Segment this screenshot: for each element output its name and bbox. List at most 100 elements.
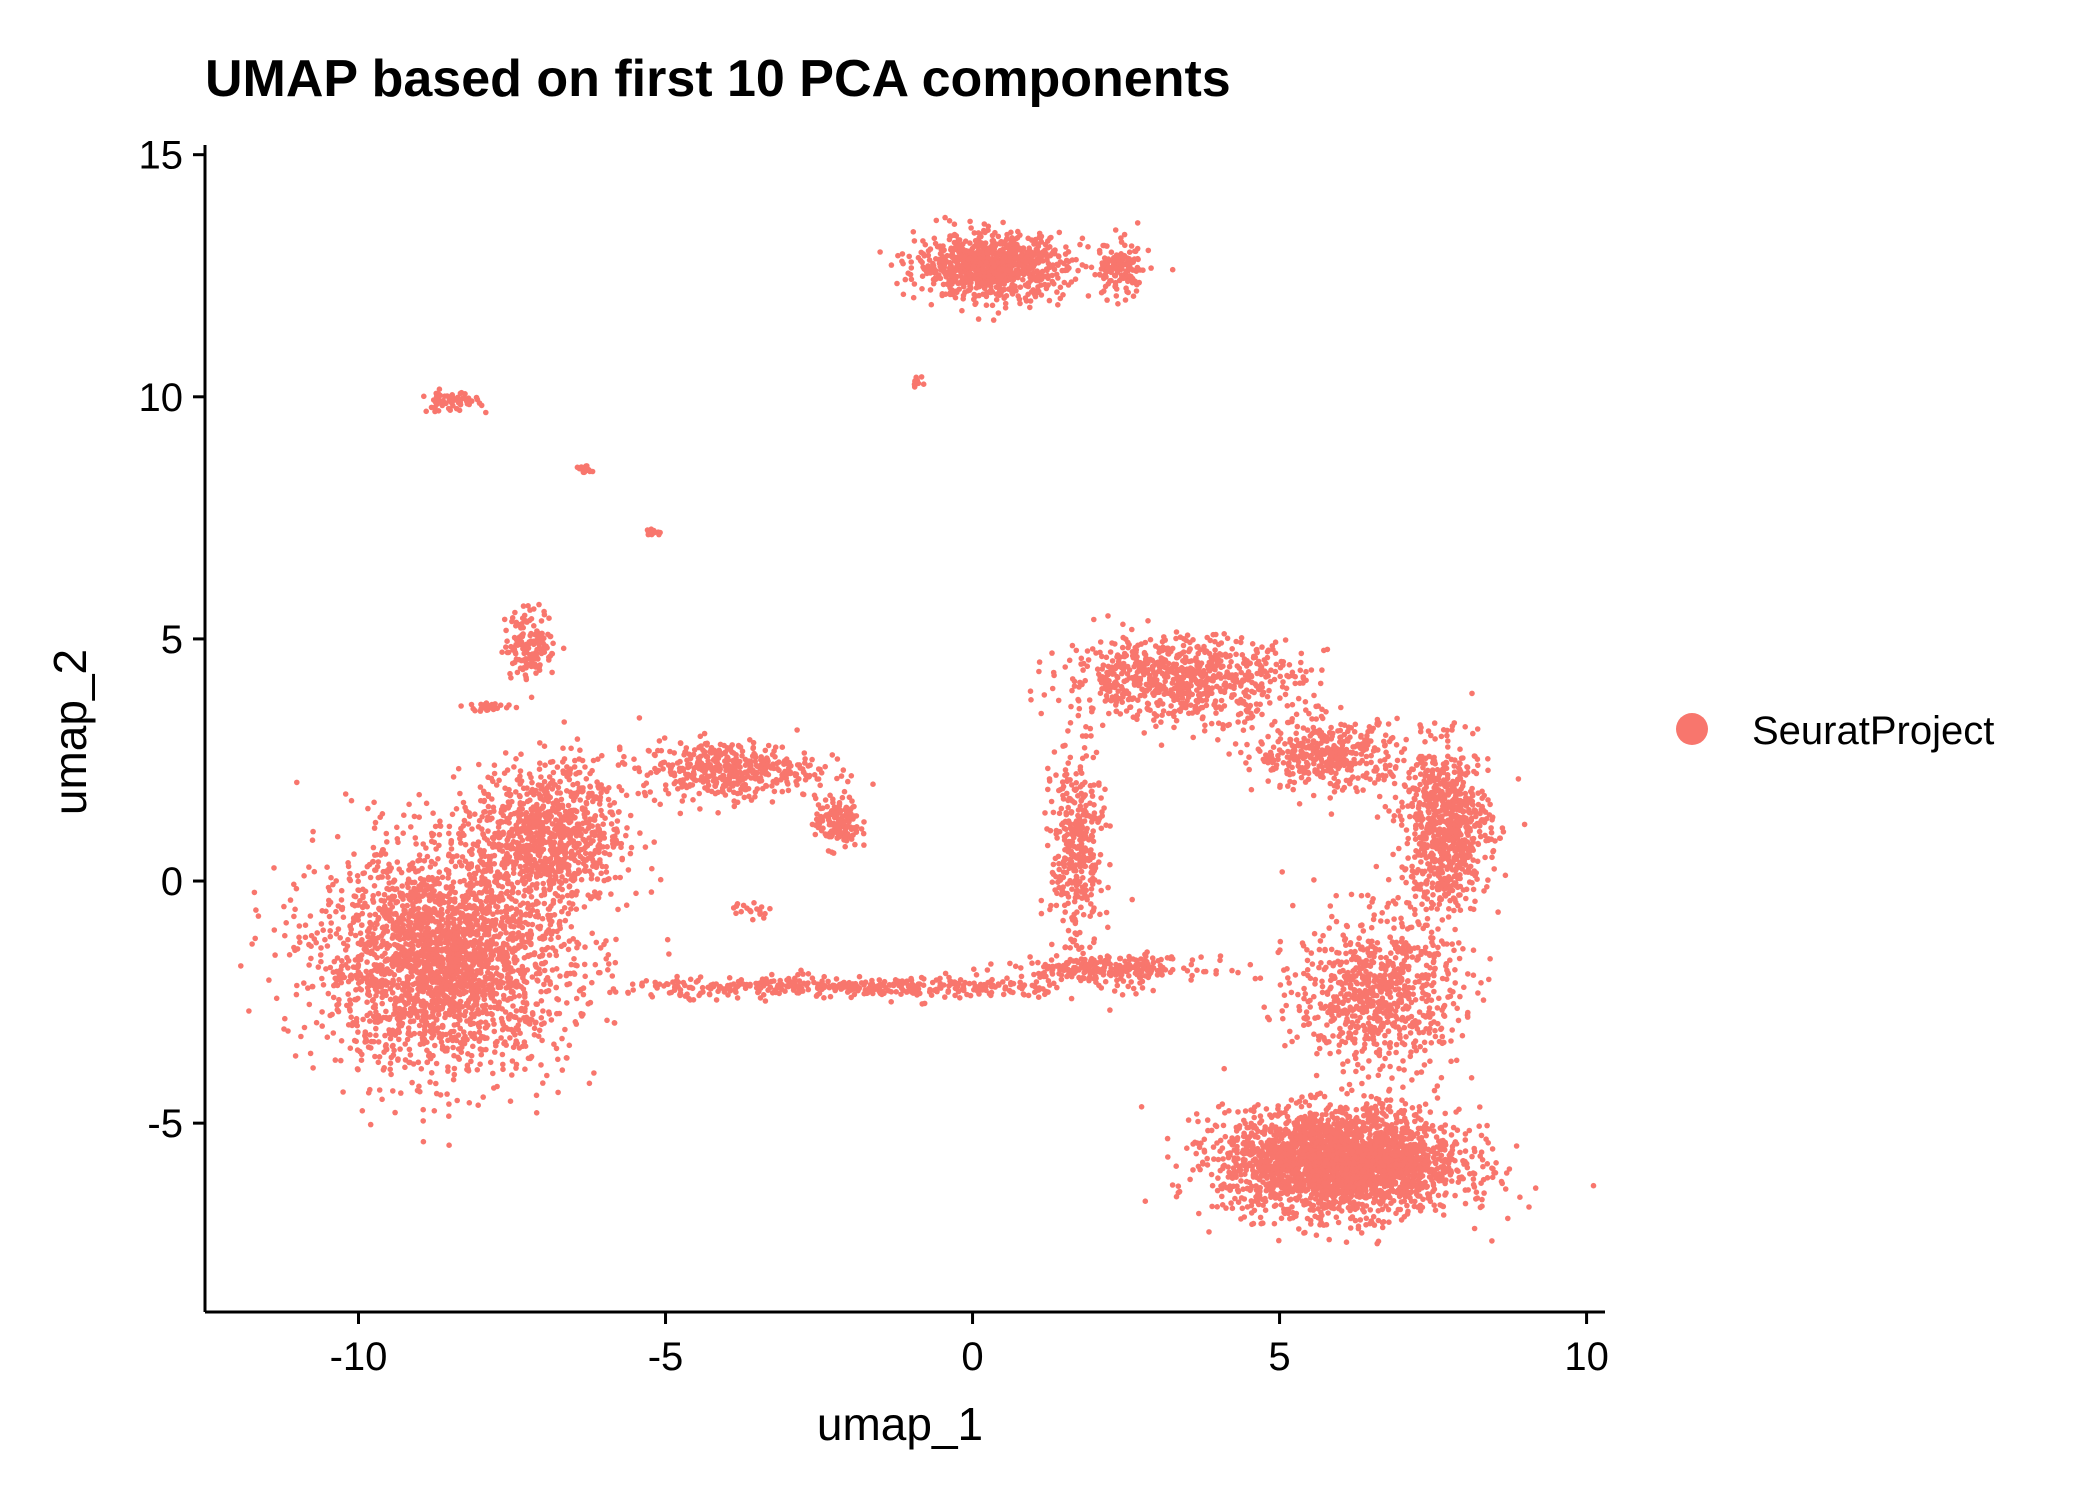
data-point [431,888,437,894]
data-point [670,979,676,985]
data-point [408,919,414,926]
data-point [499,884,506,890]
data-point [345,978,352,985]
data-point [519,825,525,832]
data-point [702,767,709,773]
data-point [474,906,481,912]
data-point [652,979,658,986]
data-point [457,1017,463,1023]
data-point [442,1014,448,1021]
data-point [518,778,525,784]
data-point [1097,969,1103,975]
data-point [450,1076,457,1083]
data-point [456,916,463,923]
data-point [360,1016,366,1023]
data-point [482,931,489,938]
data-point [677,810,684,817]
data-point [561,905,568,911]
data-point [473,959,480,965]
data-point [377,814,384,820]
data-point [575,859,582,866]
data-point [525,905,531,911]
data-point [354,873,361,879]
data-point [580,1011,586,1018]
data-point [503,644,509,650]
data-point [726,975,733,981]
data-point [540,1080,546,1086]
data-point [608,821,615,827]
data-point [485,975,491,982]
data-point [833,976,840,982]
data-point [485,803,492,810]
data-point [387,900,393,907]
data-point [530,814,537,821]
data-point [1069,973,1075,980]
data-point [524,791,530,797]
data-point [476,817,483,824]
data-point [318,958,324,965]
data-point [591,795,598,802]
data-point [371,825,378,831]
data-point [587,895,594,902]
data-point [571,843,577,849]
data-point [460,1036,467,1042]
data-point [771,788,778,795]
data-point [571,971,578,977]
data-point [296,923,303,929]
data-point [368,1045,374,1051]
data-point [283,920,290,926]
data-point [407,1052,414,1058]
data-point [898,991,904,997]
data-point [560,745,566,751]
data-point [500,1021,507,1028]
data-point [418,931,424,938]
data-point [478,881,484,887]
data-point [789,983,795,989]
data-point [457,878,464,885]
data-point [503,818,510,825]
data-point [413,841,419,847]
data-point [457,978,463,984]
data-point [465,1051,471,1057]
data-point [490,911,496,917]
data-point [733,989,739,995]
data-point [359,910,366,917]
data-point [335,926,342,932]
data-point [374,968,381,974]
data-point [459,910,466,917]
data-point [581,837,588,843]
data-point [485,791,492,798]
data-point [769,990,776,996]
data-point [583,819,589,825]
data-point [516,933,523,940]
data-point [603,869,610,875]
data-point [611,842,617,849]
data-point [651,751,658,758]
data-point [416,852,423,858]
data-point [387,1014,393,1021]
data-point [477,1061,483,1067]
data-point [758,762,764,768]
data-point [568,961,575,968]
data-point [485,828,491,834]
data-point [253,907,259,913]
data-point [348,930,354,937]
data-point [559,874,565,880]
data-point [556,811,563,818]
data-point [731,772,737,779]
data-point [513,756,519,762]
data-point [424,978,430,985]
data-point [556,849,562,856]
data-point [491,770,498,777]
data-point [585,825,592,831]
data-point [546,774,553,780]
data-point [752,758,758,765]
data-point [544,1072,550,1079]
data-point [560,864,566,871]
data-point [1188,977,1194,983]
data-point [415,1059,422,1066]
data-point [550,897,557,904]
data-point [541,1020,547,1026]
data-point [649,865,655,872]
data-point [347,997,353,1003]
